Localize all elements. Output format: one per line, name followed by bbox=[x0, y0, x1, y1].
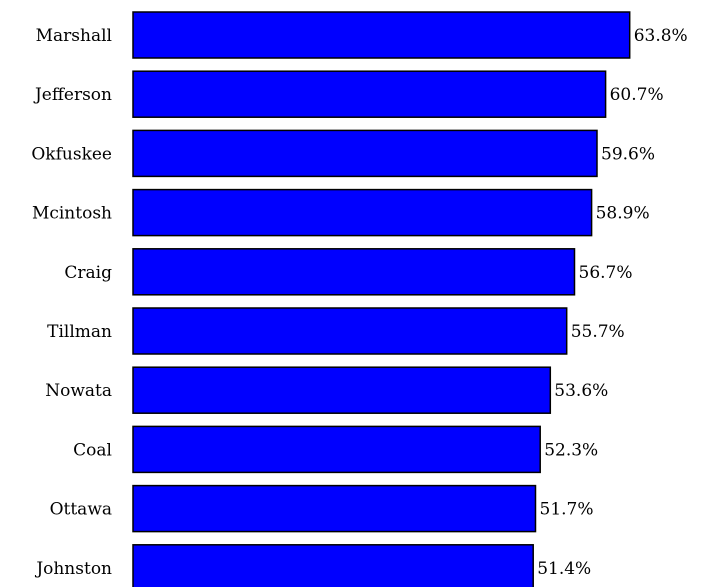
value-label-marshall: 63.8% bbox=[634, 26, 688, 46]
bar-coal bbox=[132, 425, 541, 474]
value-label-craig: 56.7% bbox=[579, 263, 633, 283]
value-label-ottawa: 51.7% bbox=[540, 500, 594, 520]
bar-tillman bbox=[132, 307, 568, 355]
bar-okfuskee bbox=[132, 129, 598, 178]
labels-layer: Marshall 63.8% Jefferson 60.7% Okfuskee 59.6%… bbox=[31, 26, 687, 579]
category-label-ottawa: Ottawa bbox=[50, 500, 112, 520]
value-label-tillman: 55.7% bbox=[571, 322, 625, 342]
category-label-tillman: Tillman bbox=[47, 322, 112, 342]
bar-jefferson bbox=[132, 70, 607, 118]
value-label-jefferson: 60.7% bbox=[610, 85, 664, 105]
category-label-johnston: Johnston bbox=[34, 559, 112, 579]
bar-marshall bbox=[132, 11, 631, 59]
value-label-coal: 52.3% bbox=[544, 440, 598, 460]
category-label-craig: Craig bbox=[64, 263, 112, 283]
category-label-coal: Coal bbox=[73, 440, 112, 460]
category-label-marshall: Marshall bbox=[36, 26, 112, 46]
value-label-johnston: 51.4% bbox=[537, 559, 591, 579]
category-label-jefferson: Jefferson bbox=[33, 85, 112, 105]
value-label-okfuskee: 59.6% bbox=[601, 144, 655, 164]
bars-layer bbox=[132, 11, 631, 587]
bar-nowata bbox=[132, 366, 552, 414]
category-label-okfuskee: Okfuskee bbox=[31, 144, 112, 164]
bar-johnston bbox=[132, 544, 534, 587]
category-label-nowata: Nowata bbox=[45, 381, 112, 401]
bar-craig bbox=[132, 248, 576, 296]
value-label-nowata: 53.6% bbox=[554, 381, 608, 401]
bar-mcintosh bbox=[132, 188, 593, 237]
value-label-mcintosh: 58.9% bbox=[596, 204, 650, 224]
bar-ottawa bbox=[132, 484, 537, 533]
category-label-mcintosh: Mcintosh bbox=[32, 204, 112, 224]
